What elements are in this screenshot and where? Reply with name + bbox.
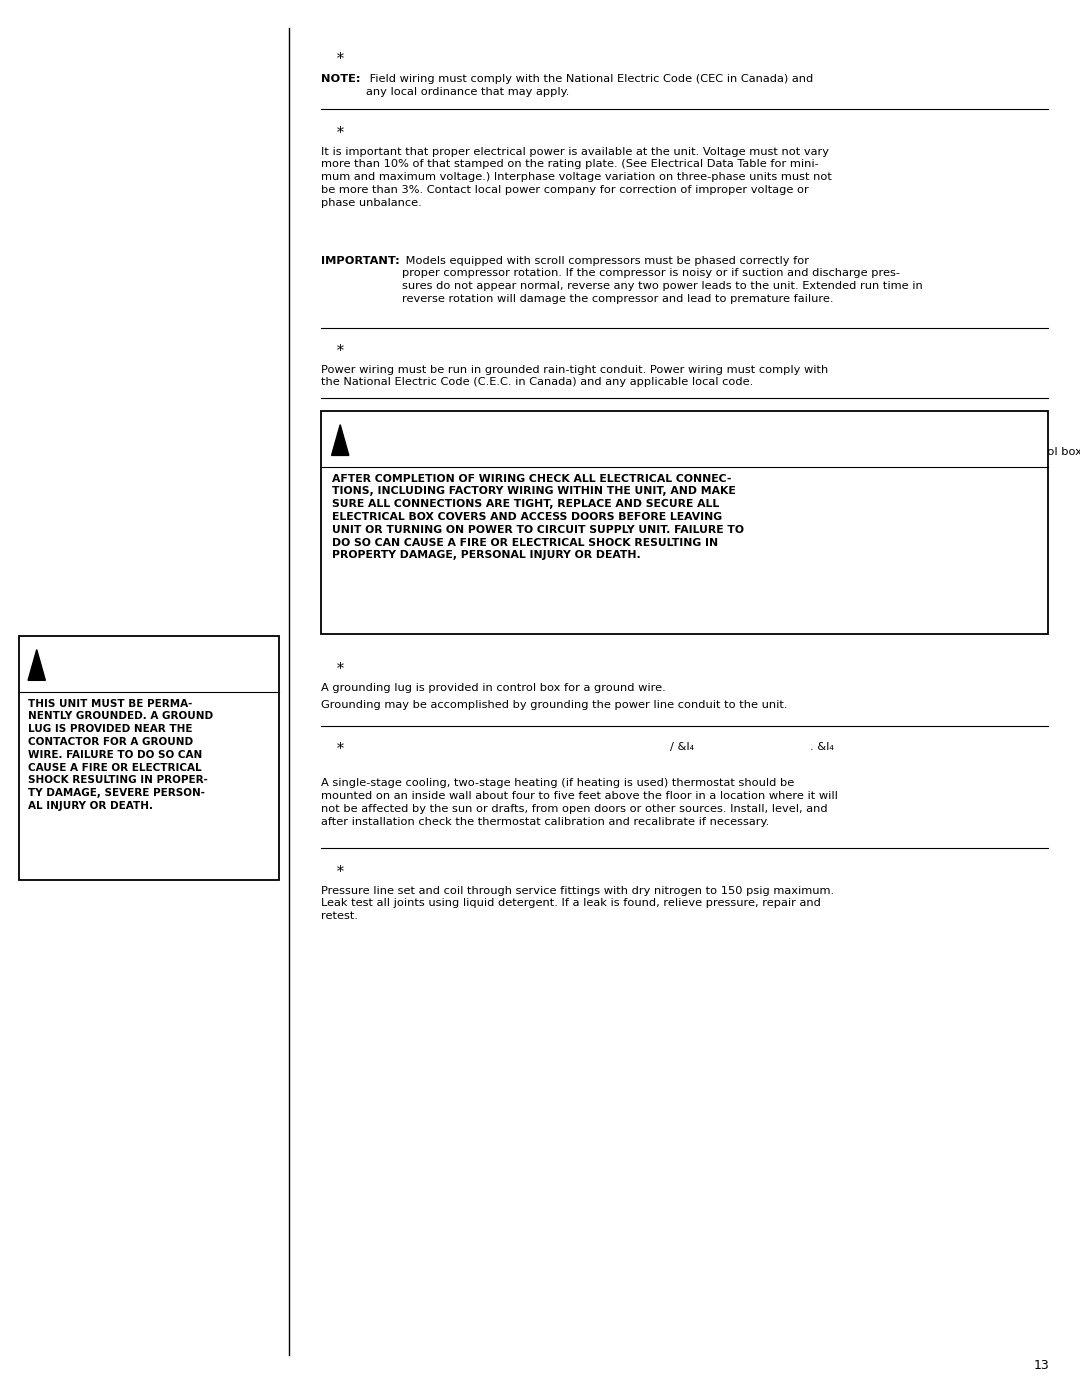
Text: Field wiring must comply with the National Electric Code (CEC in Canada) and
any: Field wiring must comply with the Nation… — [366, 74, 813, 96]
Text: A single-stage cooling, two-stage heating (if heating is used) thermostat should: A single-stage cooling, two-stage heatin… — [321, 778, 838, 827]
Text: Power wiring must be run in grounded rain-tight conduit. Power wiring must compl: Power wiring must be run in grounded rai… — [321, 365, 828, 387]
Polygon shape — [332, 425, 349, 455]
Text: 13: 13 — [1034, 1359, 1050, 1372]
Text: NOTE:: NOTE: — [321, 74, 361, 84]
Bar — [321, 411, 1048, 634]
Text: AFTER COMPLETION OF WIRING CHECK ALL ELECTRICAL CONNEC-
TIONS, INCLUDING FACTORY: AFTER COMPLETION OF WIRING CHECK ALL ELE… — [332, 474, 743, 560]
Text: *: * — [337, 52, 343, 66]
Text: Pressure line set and coil through service fittings with dry nitrogen to 150 psi: Pressure line set and coil through servi… — [321, 886, 834, 921]
Text: It is important that proper electrical power is available at the unit. Voltage m: It is important that proper electrical p… — [321, 147, 832, 208]
Text: If low (extra-low in Canada) voltage control wire is run in conduit with power s: If low (extra-low in Canada) voltage con… — [321, 479, 809, 528]
Text: Grounding may be accomplished by grounding the power line conduit to the unit.: Grounding may be accomplished by groundi… — [321, 700, 787, 710]
Text: Models equipped with scroll compressors must be phased correctly for
proper comp: Models equipped with scroll compressors … — [402, 256, 922, 305]
Text: . &l₄: . &l₄ — [810, 742, 834, 752]
Bar — [19, 636, 279, 880]
Text: IMPORTANT:: IMPORTANT: — [321, 256, 400, 265]
Text: *: * — [337, 865, 343, 879]
Text: Conduit must be run through the con-
nector panel below the service cover and at: Conduit must be run through the con- nec… — [604, 434, 1080, 457]
Text: POWER WIRING MUST BE RUN IN CONDUIT.: POWER WIRING MUST BE RUN IN CONDUIT. — [321, 434, 595, 444]
Text: *: * — [337, 126, 343, 140]
Polygon shape — [28, 650, 45, 680]
Text: A grounding lug is provided in control box for a ground wire.: A grounding lug is provided in control b… — [321, 683, 665, 693]
Text: *: * — [337, 742, 343, 756]
Text: / &l₄: / &l₄ — [670, 742, 693, 752]
Text: *: * — [337, 344, 343, 358]
Text: *: * — [337, 414, 343, 427]
Text: *: * — [337, 662, 343, 676]
Text: THIS UNIT MUST BE PERMA-
NENTLY GROUNDED. A GROUND
LUG IS PROVIDED NEAR THE
CONT: THIS UNIT MUST BE PERMA- NENTLY GROUNDED… — [28, 698, 213, 810]
